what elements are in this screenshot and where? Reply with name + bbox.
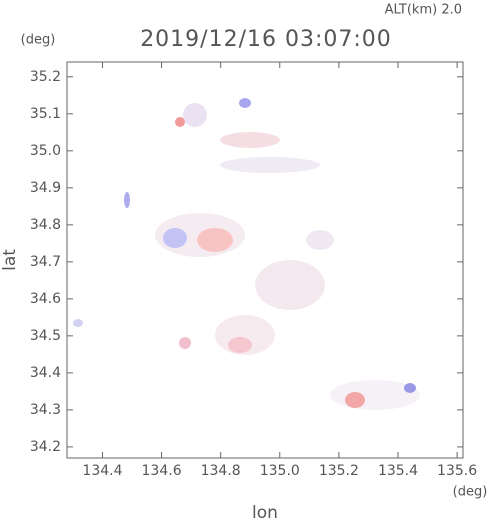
y-tick-label: 34.6 <box>30 291 61 307</box>
plot-frame <box>66 61 464 459</box>
x-tick-label: 134.4 <box>82 463 122 479</box>
y-tick-label: 34.4 <box>30 365 61 381</box>
y-tick-label: 34.5 <box>30 328 61 344</box>
y-tick-label: 35.0 <box>30 143 61 159</box>
y-tick-label: 34.2 <box>30 439 61 455</box>
x-tick-label: 134.8 <box>201 463 241 479</box>
y-tick-label: 34.7 <box>30 254 61 270</box>
x-tick-label: 135.2 <box>319 463 359 479</box>
x-axis-label: lon <box>252 503 278 521</box>
y-unit: (deg) <box>21 33 56 48</box>
y-tick-label: 34.8 <box>30 217 61 233</box>
x-unit: (deg) <box>453 485 488 500</box>
altitude-label: ALT(km) 2.0 <box>385 3 462 18</box>
chart-title: 2019/12/16 03:07:00 <box>140 27 392 52</box>
x-tick-label: 135.6 <box>437 463 477 479</box>
y-axis-label: lat <box>0 249 20 271</box>
y-tick-label: 34.3 <box>30 402 61 418</box>
y-tick-label: 35.1 <box>30 106 61 122</box>
y-tick-label: 34.9 <box>30 180 61 196</box>
x-tick-label: 135.4 <box>378 463 418 479</box>
y-tick-label: 35.2 <box>30 69 61 85</box>
x-tick-label: 135.0 <box>260 463 300 479</box>
x-tick-label: 134.6 <box>142 463 182 479</box>
echo-field <box>73 98 420 410</box>
